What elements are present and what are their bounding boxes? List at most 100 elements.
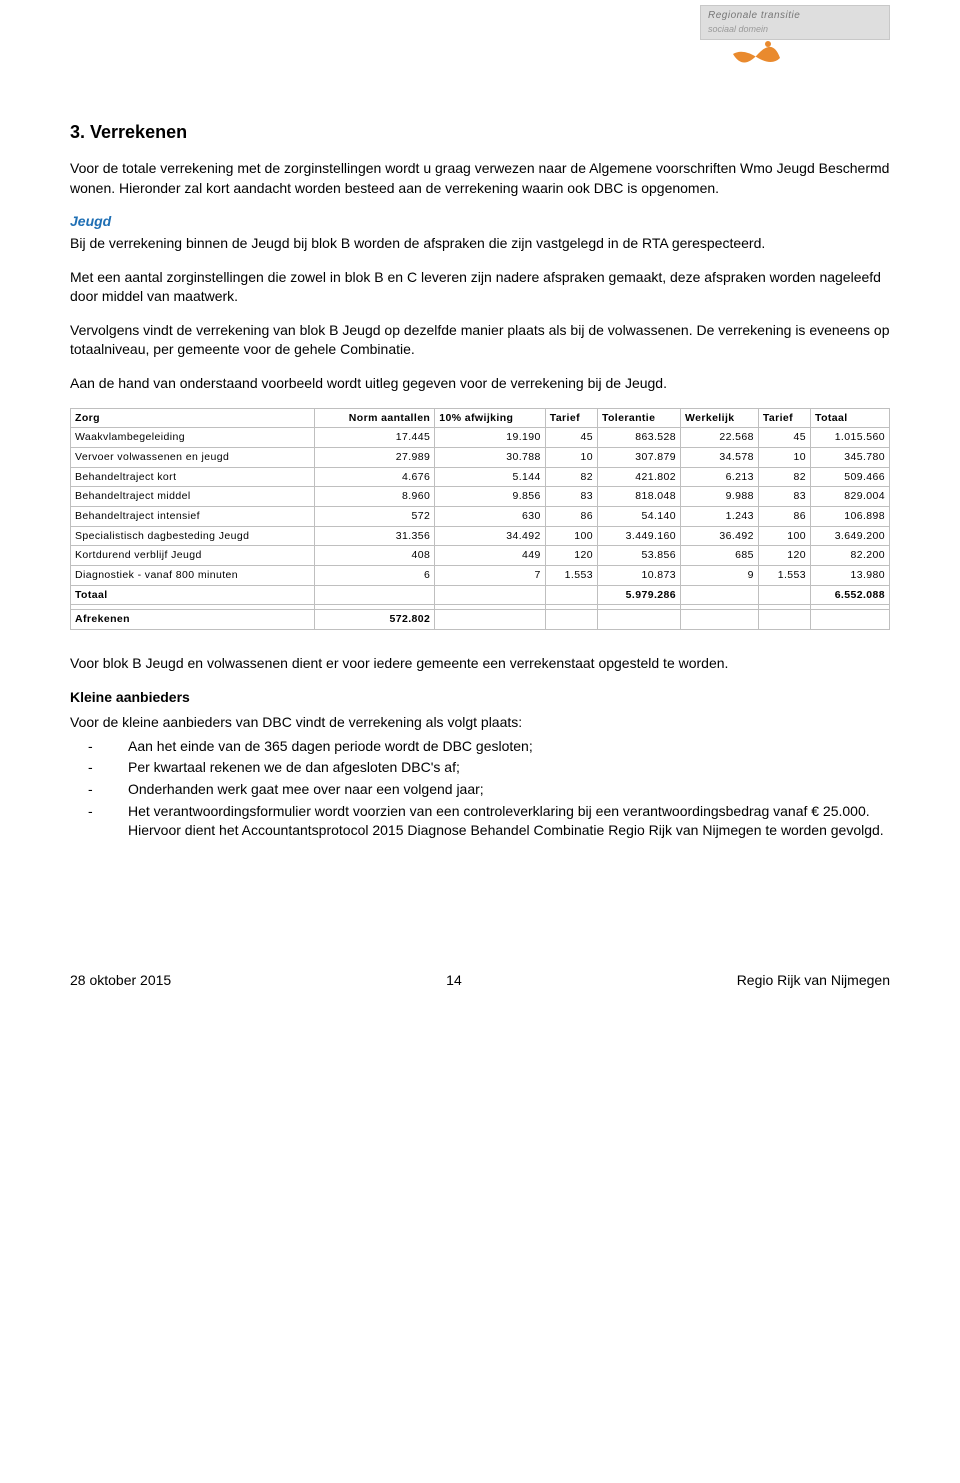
table-cell: 572 xyxy=(314,506,434,526)
table-row: Afrekenen572.802 xyxy=(71,610,890,630)
table-cell: 7 xyxy=(435,566,546,586)
table-cell: Vervoer volwassenen en jeugd xyxy=(71,447,315,467)
subheading-kleine: Kleine aanbieders xyxy=(70,688,890,708)
table-cell: 10 xyxy=(758,447,810,467)
paragraph-jeugd-3: Vervolgens vindt de verrekening van blok… xyxy=(70,321,890,360)
table-row: Kortdurend verblijf Jeugd40844912053.856… xyxy=(71,546,890,566)
footer-page: 14 xyxy=(446,971,462,991)
table-cell: 120 xyxy=(545,546,597,566)
table-cell xyxy=(811,610,890,630)
table-cell: Totaal xyxy=(71,585,315,605)
table-cell: 86 xyxy=(758,506,810,526)
table-cell: 307.879 xyxy=(597,447,680,467)
footer-region: Regio Rijk van Nijmegen xyxy=(737,971,890,991)
table-cell: Waakvlambegeleiding xyxy=(71,428,315,448)
table-cell: Behandeltraject kort xyxy=(71,467,315,487)
table-cell: 1.553 xyxy=(545,566,597,586)
paragraph-kleine: Voor de kleine aanbieders van DBC vindt … xyxy=(70,713,890,733)
table-cell: 421.802 xyxy=(597,467,680,487)
table-cell xyxy=(758,585,810,605)
table-cell: 45 xyxy=(758,428,810,448)
table-row: Waakvlambegeleiding17.44519.19045863.528… xyxy=(71,428,890,448)
table-cell: 19.190 xyxy=(435,428,546,448)
th-tarief2: Tarief xyxy=(758,408,810,428)
table-cell: 22.568 xyxy=(680,428,758,448)
table-row: Behandeltraject intensief5726308654.1401… xyxy=(71,506,890,526)
table-cell: 10.873 xyxy=(597,566,680,586)
table-cell: 863.528 xyxy=(597,428,680,448)
th-afwijking: 10% afwijking xyxy=(435,408,546,428)
table-cell xyxy=(545,585,597,605)
table-cell xyxy=(680,585,758,605)
table-header-row: Zorg Norm aantallen 10% afwijking Tarief… xyxy=(71,408,890,428)
table-cell: 5.979.286 xyxy=(597,585,680,605)
table-row: Specialistisch dagbesteding Jeugd31.3563… xyxy=(71,526,890,546)
table-row: Vervoer volwassenen en jeugd27.98930.788… xyxy=(71,447,890,467)
table-cell: 818.048 xyxy=(597,487,680,507)
table-cell: Diagnostiek - vanaf 800 minuten xyxy=(71,566,315,586)
table-cell: 54.140 xyxy=(597,506,680,526)
table-cell: 82 xyxy=(545,467,597,487)
table-cell: 9.988 xyxy=(680,487,758,507)
paragraph-blokb: Voor blok B Jeugd en volwassenen dient e… xyxy=(70,654,890,674)
table-cell: 829.004 xyxy=(811,487,890,507)
table-cell: 53.856 xyxy=(597,546,680,566)
table-cell: 1.553 xyxy=(758,566,810,586)
table-cell: 1.243 xyxy=(680,506,758,526)
paragraph-jeugd-2: Met een aantal zorginstellingen die zowe… xyxy=(70,268,890,307)
table-cell: 6.552.088 xyxy=(811,585,890,605)
paragraph-jeugd-1: Bij de verrekening binnen de Jeugd bij b… xyxy=(70,234,890,254)
table-cell: 572.802 xyxy=(314,610,434,630)
table-cell: 8.960 xyxy=(314,487,434,507)
subheading-jeugd: Jeugd xyxy=(70,212,890,232)
list-item: Het verantwoordingsformulier wordt voorz… xyxy=(108,802,890,841)
table-cell: 100 xyxy=(545,526,597,546)
table-cell: 36.492 xyxy=(680,526,758,546)
table-cell: 83 xyxy=(758,487,810,507)
table-cell: 345.780 xyxy=(811,447,890,467)
table-cell: 17.445 xyxy=(314,428,434,448)
list-item: Onderhanden werk gaat mee over naar een … xyxy=(108,780,890,800)
table-cell: 120 xyxy=(758,546,810,566)
table-row: Behandeltraject middel8.9609.85683818.04… xyxy=(71,487,890,507)
table-cell xyxy=(758,610,810,630)
table-cell: 408 xyxy=(314,546,434,566)
paragraph-jeugd-4: Aan de hand van onderstaand voorbeeld wo… xyxy=(70,374,890,394)
table-cell xyxy=(314,585,434,605)
table-cell: Kortdurend verblijf Jeugd xyxy=(71,546,315,566)
table-cell: Specialistisch dagbesteding Jeugd xyxy=(71,526,315,546)
th-norm: Norm aantallen xyxy=(314,408,434,428)
table-cell: 4.676 xyxy=(314,467,434,487)
table-cell: Behandeltraject middel xyxy=(71,487,315,507)
footer-date: 28 oktober 2015 xyxy=(70,971,171,991)
table-cell: 86 xyxy=(545,506,597,526)
table-cell xyxy=(597,610,680,630)
table-cell: Behandeltraject intensief xyxy=(71,506,315,526)
logo-line2: sociaal domein xyxy=(708,23,882,36)
th-werkelijk: Werkelijk xyxy=(680,408,758,428)
table-cell: 31.356 xyxy=(314,526,434,546)
list-item: Per kwartaal rekenen we de dan afgeslote… xyxy=(108,758,890,778)
section-heading: 3. Verrekenen xyxy=(70,120,890,145)
table-row: Diagnostiek - vanaf 800 minuten671.55310… xyxy=(71,566,890,586)
table-cell: Afrekenen xyxy=(71,610,315,630)
table-cell: 45 xyxy=(545,428,597,448)
table-cell: 30.788 xyxy=(435,447,546,467)
table-cell: 6 xyxy=(314,566,434,586)
th-tarief1: Tarief xyxy=(545,408,597,428)
table-cell: 34.492 xyxy=(435,526,546,546)
table-cell: 9 xyxy=(680,566,758,586)
table-cell: 100 xyxy=(758,526,810,546)
table-cell: 449 xyxy=(435,546,546,566)
table-cell: 34.578 xyxy=(680,447,758,467)
list-item: Aan het einde van de 365 dagen periode w… xyxy=(108,737,890,757)
page-footer: 28 oktober 2015 14 Regio Rijk van Nijmeg… xyxy=(70,971,890,991)
table-cell: 83 xyxy=(545,487,597,507)
logo-line1: Regionale transitie xyxy=(708,9,882,23)
table-cell: 9.856 xyxy=(435,487,546,507)
th-tolerantie: Tolerantie xyxy=(597,408,680,428)
table-cell: 27.989 xyxy=(314,447,434,467)
table-cell: 106.898 xyxy=(811,506,890,526)
table-cell: 1.015.560 xyxy=(811,428,890,448)
table-cell: 3.649.200 xyxy=(811,526,890,546)
